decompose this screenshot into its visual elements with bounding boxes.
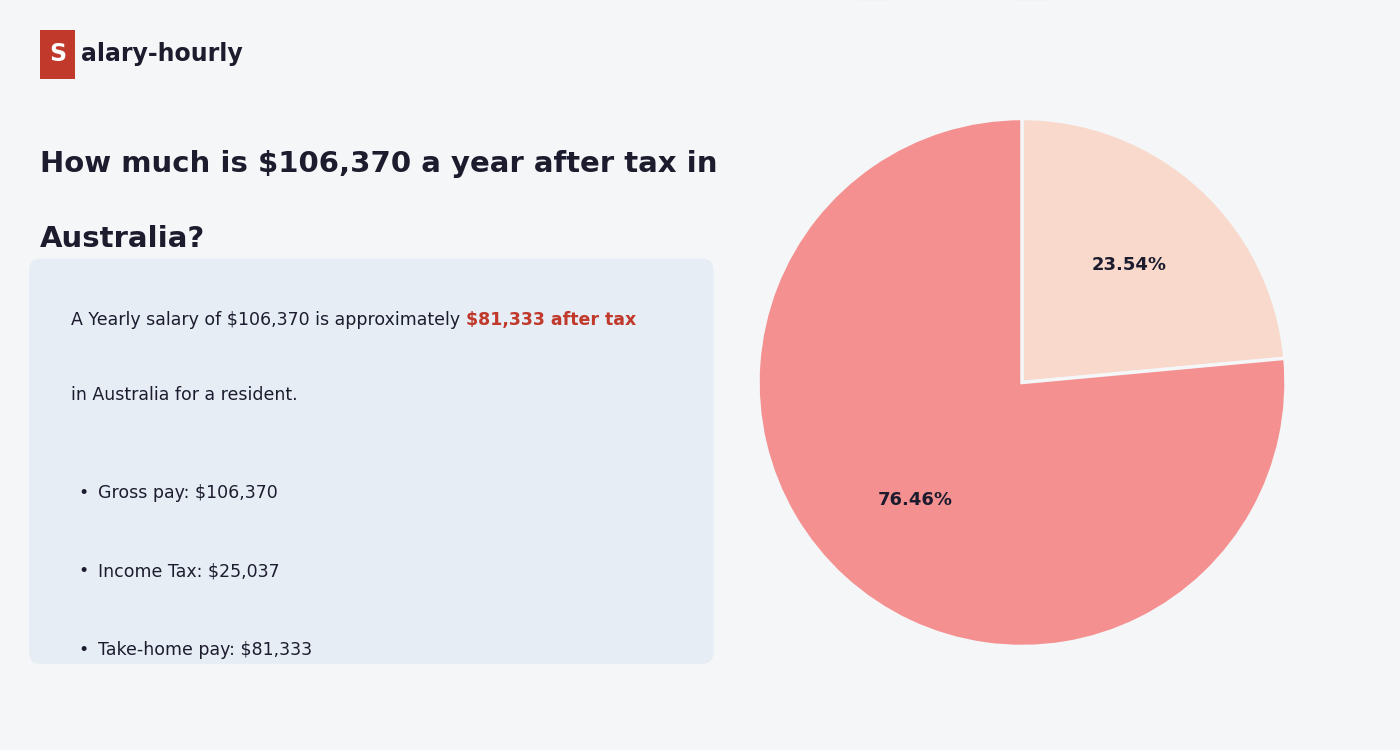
Text: •: • (78, 484, 88, 502)
Text: Income Tax: $25,037: Income Tax: $25,037 (98, 562, 280, 580)
Text: A Yearly salary of $106,370 is approximately: A Yearly salary of $106,370 is approxima… (71, 311, 466, 329)
Text: $81,333 after tax: $81,333 after tax (466, 311, 636, 329)
Wedge shape (1022, 118, 1285, 382)
Text: alary-hourly: alary-hourly (81, 42, 242, 67)
Text: 76.46%: 76.46% (878, 490, 953, 508)
Text: •: • (78, 562, 88, 580)
Text: 23.54%: 23.54% (1091, 256, 1166, 274)
Text: Take-home pay: $81,333: Take-home pay: $81,333 (98, 641, 312, 659)
Text: Australia?: Australia? (41, 225, 206, 253)
Wedge shape (757, 118, 1287, 646)
Text: •: • (78, 641, 88, 659)
Text: in Australia for a resident.: in Australia for a resident. (71, 386, 298, 404)
FancyBboxPatch shape (41, 30, 76, 79)
Text: How much is $106,370 a year after tax in: How much is $106,370 a year after tax in (41, 150, 718, 178)
Text: S: S (49, 42, 66, 67)
FancyBboxPatch shape (29, 259, 714, 664)
Legend: Income Tax, Take-home Pay: Income Tax, Take-home Pay (851, 0, 1193, 7)
Text: Gross pay: $106,370: Gross pay: $106,370 (98, 484, 279, 502)
